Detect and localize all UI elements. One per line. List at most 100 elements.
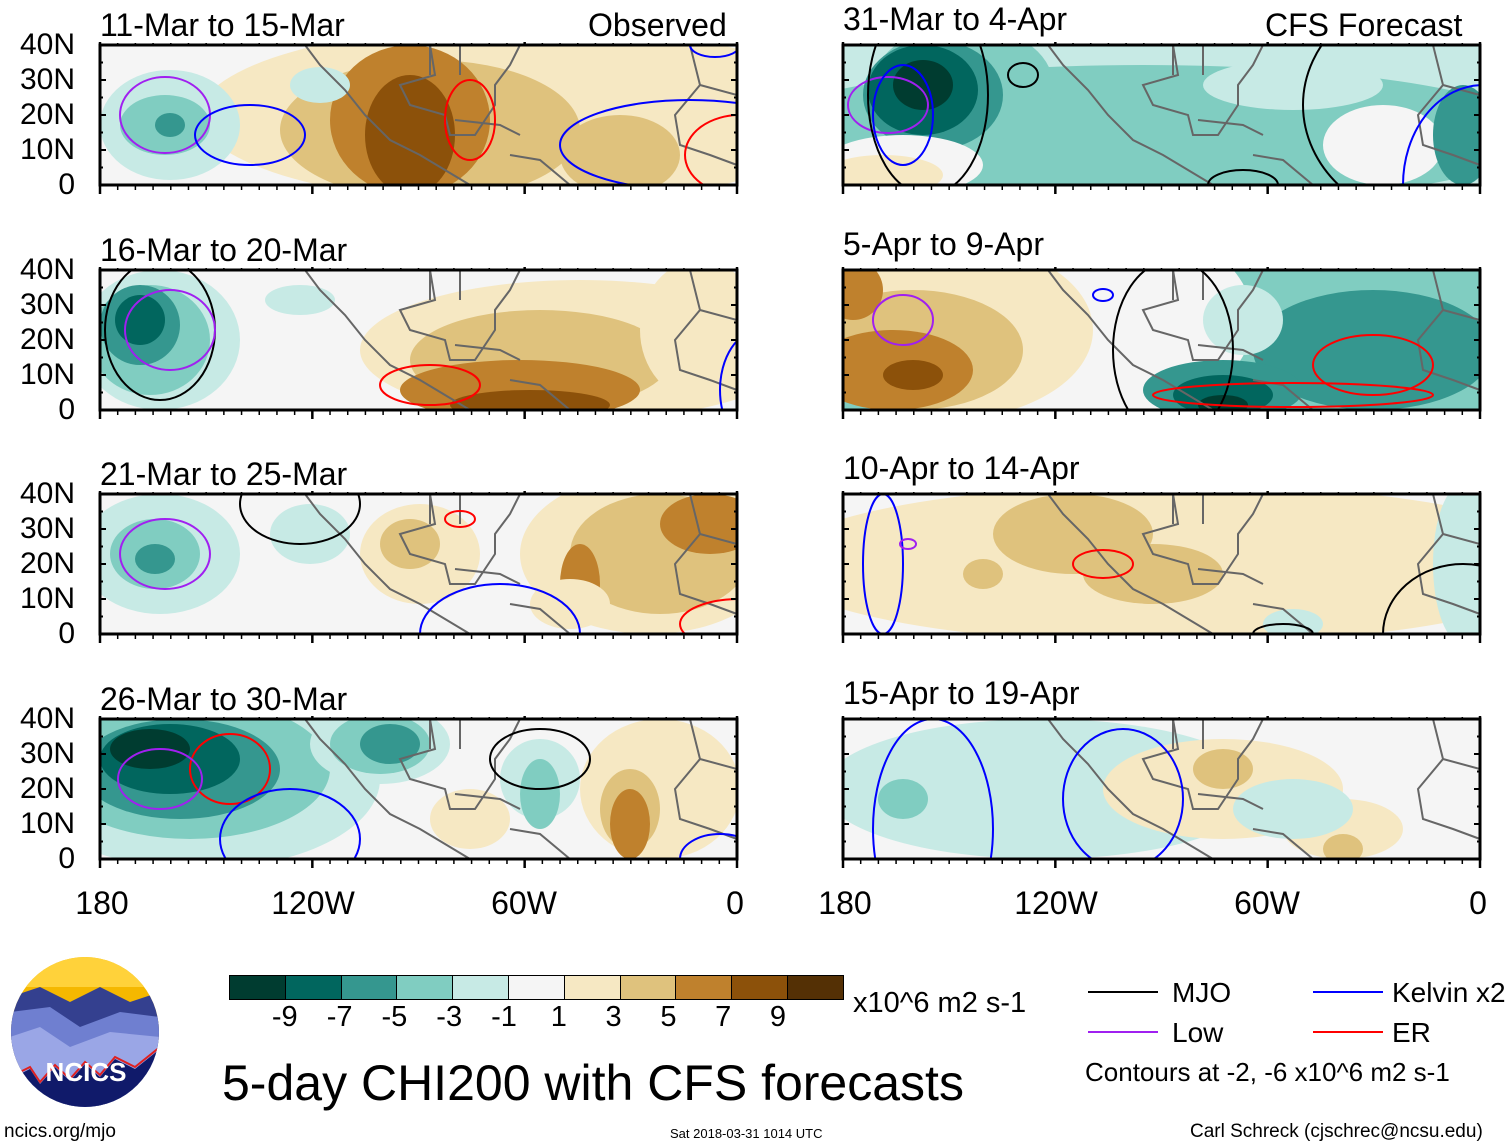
x-tick-label: 120W	[271, 885, 355, 921]
wave-contour	[719, 339, 737, 410]
chi200-anomaly-shading	[843, 155, 943, 185]
wave-contour	[847, 76, 929, 134]
chi200-anomaly-shading	[520, 759, 560, 829]
panel-title: 10-Apr to 14-Apr	[843, 450, 1080, 486]
y-tick-label: 40N	[19, 702, 75, 735]
wave-contour	[119, 518, 211, 590]
colorbar-swatch	[230, 976, 285, 999]
footer-link[interactable]: ncics.org/mjo	[4, 1121, 116, 1142]
x-tick-label: 180	[818, 885, 872, 921]
panel-title: 11-Mar to 15-Mar	[100, 7, 345, 43]
chi200-anomaly-shading	[963, 559, 1003, 589]
wave-contour	[867, 45, 989, 185]
x-tick-label: 60W	[1234, 885, 1300, 921]
chi200-anomaly-shading	[380, 519, 440, 569]
wave-contour	[444, 79, 496, 161]
y-tick-label: 30N	[19, 512, 75, 545]
map-panel	[98, 716, 739, 868]
colorbar-label: 7	[715, 1001, 732, 1033]
wave-contour	[239, 494, 361, 545]
map-panel	[98, 42, 739, 194]
figure-title: 5-day CHI200 with CFS forecasts	[222, 1055, 964, 1111]
coastline	[304, 45, 737, 185]
wave-contour	[489, 728, 591, 790]
chi200-anomaly-shading	[610, 789, 650, 859]
y-tick-label: 0	[58, 168, 75, 201]
wave-contour	[379, 364, 481, 406]
chi200-anomaly-shading	[115, 295, 165, 345]
wave-contour	[872, 64, 934, 166]
wave-contour	[679, 598, 737, 634]
wave-contour	[872, 294, 934, 346]
chi200-anomaly-shading	[560, 115, 680, 185]
wave-contour	[1007, 62, 1039, 88]
coastline	[1047, 45, 1480, 185]
chi200-anomaly-shading	[360, 724, 420, 764]
wave-contour	[1152, 382, 1434, 408]
chi200-anomaly-shading	[878, 779, 928, 819]
colorbar-swatch	[507, 976, 564, 999]
chi200-anomaly-shading	[1083, 544, 1223, 604]
chi200-anomaly-shading	[640, 270, 737, 400]
x-tick-label: 120W	[1014, 885, 1098, 921]
x-tick-label: 0	[726, 885, 744, 921]
wave-contour	[689, 45, 737, 58]
colorbar-label: -7	[326, 1001, 353, 1033]
chi200-anomaly-shading	[843, 270, 883, 320]
y-tick-label: 20N	[19, 98, 75, 131]
panel-title: 5-Apr to 9-Apr	[843, 226, 1044, 262]
wave-contour	[124, 289, 216, 371]
chi200-anomaly-shading	[1203, 60, 1383, 110]
wave-contour	[1382, 563, 1480, 634]
legend-label: MJO	[1172, 977, 1232, 1008]
panel-tag-observed: Observed	[588, 7, 727, 43]
chi200-anomaly-shading	[893, 60, 953, 110]
chi200-anomaly-shading	[1323, 834, 1363, 859]
colorbar-swatch	[619, 976, 676, 999]
legend-line-low	[1088, 1031, 1158, 1033]
colorbar-label: -1	[491, 1001, 517, 1033]
wave-contour	[1062, 728, 1184, 859]
colorbar	[229, 975, 844, 1000]
y-tick-label: 20N	[19, 547, 75, 580]
colorbar-units: x10^6 m2 s-1	[853, 987, 1027, 1019]
coastline	[1047, 494, 1480, 634]
y-tick-label: 40N	[19, 253, 75, 286]
colorbar-swatch	[675, 976, 732, 999]
colorbar-label: -9	[271, 1001, 298, 1033]
wave-contour	[194, 104, 306, 166]
panel-title: 26-Mar to 30-Mar	[100, 681, 348, 717]
wave-contour	[559, 99, 737, 185]
coastline	[1047, 719, 1480, 859]
wave-contour	[1312, 334, 1434, 396]
chi200-anomaly-shading	[270, 504, 350, 564]
wave-contour	[419, 583, 581, 634]
colorbar-swatch	[563, 976, 620, 999]
y-tick-label: 30N	[19, 737, 75, 770]
chi200-anomaly-shading	[450, 390, 610, 410]
panel-title: 21-Mar to 25-Mar	[100, 456, 348, 492]
y-tick-label: 30N	[19, 288, 75, 321]
map-panel	[841, 491, 1482, 643]
map-panel	[841, 42, 1482, 194]
chi200-anomaly-shading	[1203, 285, 1283, 355]
y-tick-label: 20N	[19, 772, 75, 805]
colorbar-swatch	[731, 976, 787, 999]
colorbar-label: -3	[436, 1001, 463, 1033]
logo-text: NCICS	[46, 1057, 127, 1087]
map-panel	[841, 716, 1482, 868]
wave-contour	[219, 788, 361, 859]
colorbar-label: 5	[660, 1001, 677, 1033]
chi200-anomaly-shading	[530, 579, 610, 629]
chi200-anomaly-shading	[1323, 105, 1443, 185]
wave-contour	[444, 510, 476, 528]
colorbar-label: 1	[550, 1001, 567, 1033]
y-tick-label: 40N	[19, 28, 75, 61]
chi200-anomaly-shading	[290, 67, 350, 103]
y-tick-label: 40N	[19, 477, 75, 510]
chi200-anomaly-shading	[135, 544, 175, 574]
wave-contour	[679, 833, 737, 859]
legend-line-kelvin	[1313, 991, 1383, 993]
y-tick-label: 0	[58, 842, 75, 875]
colorbar-swatch	[396, 976, 453, 999]
